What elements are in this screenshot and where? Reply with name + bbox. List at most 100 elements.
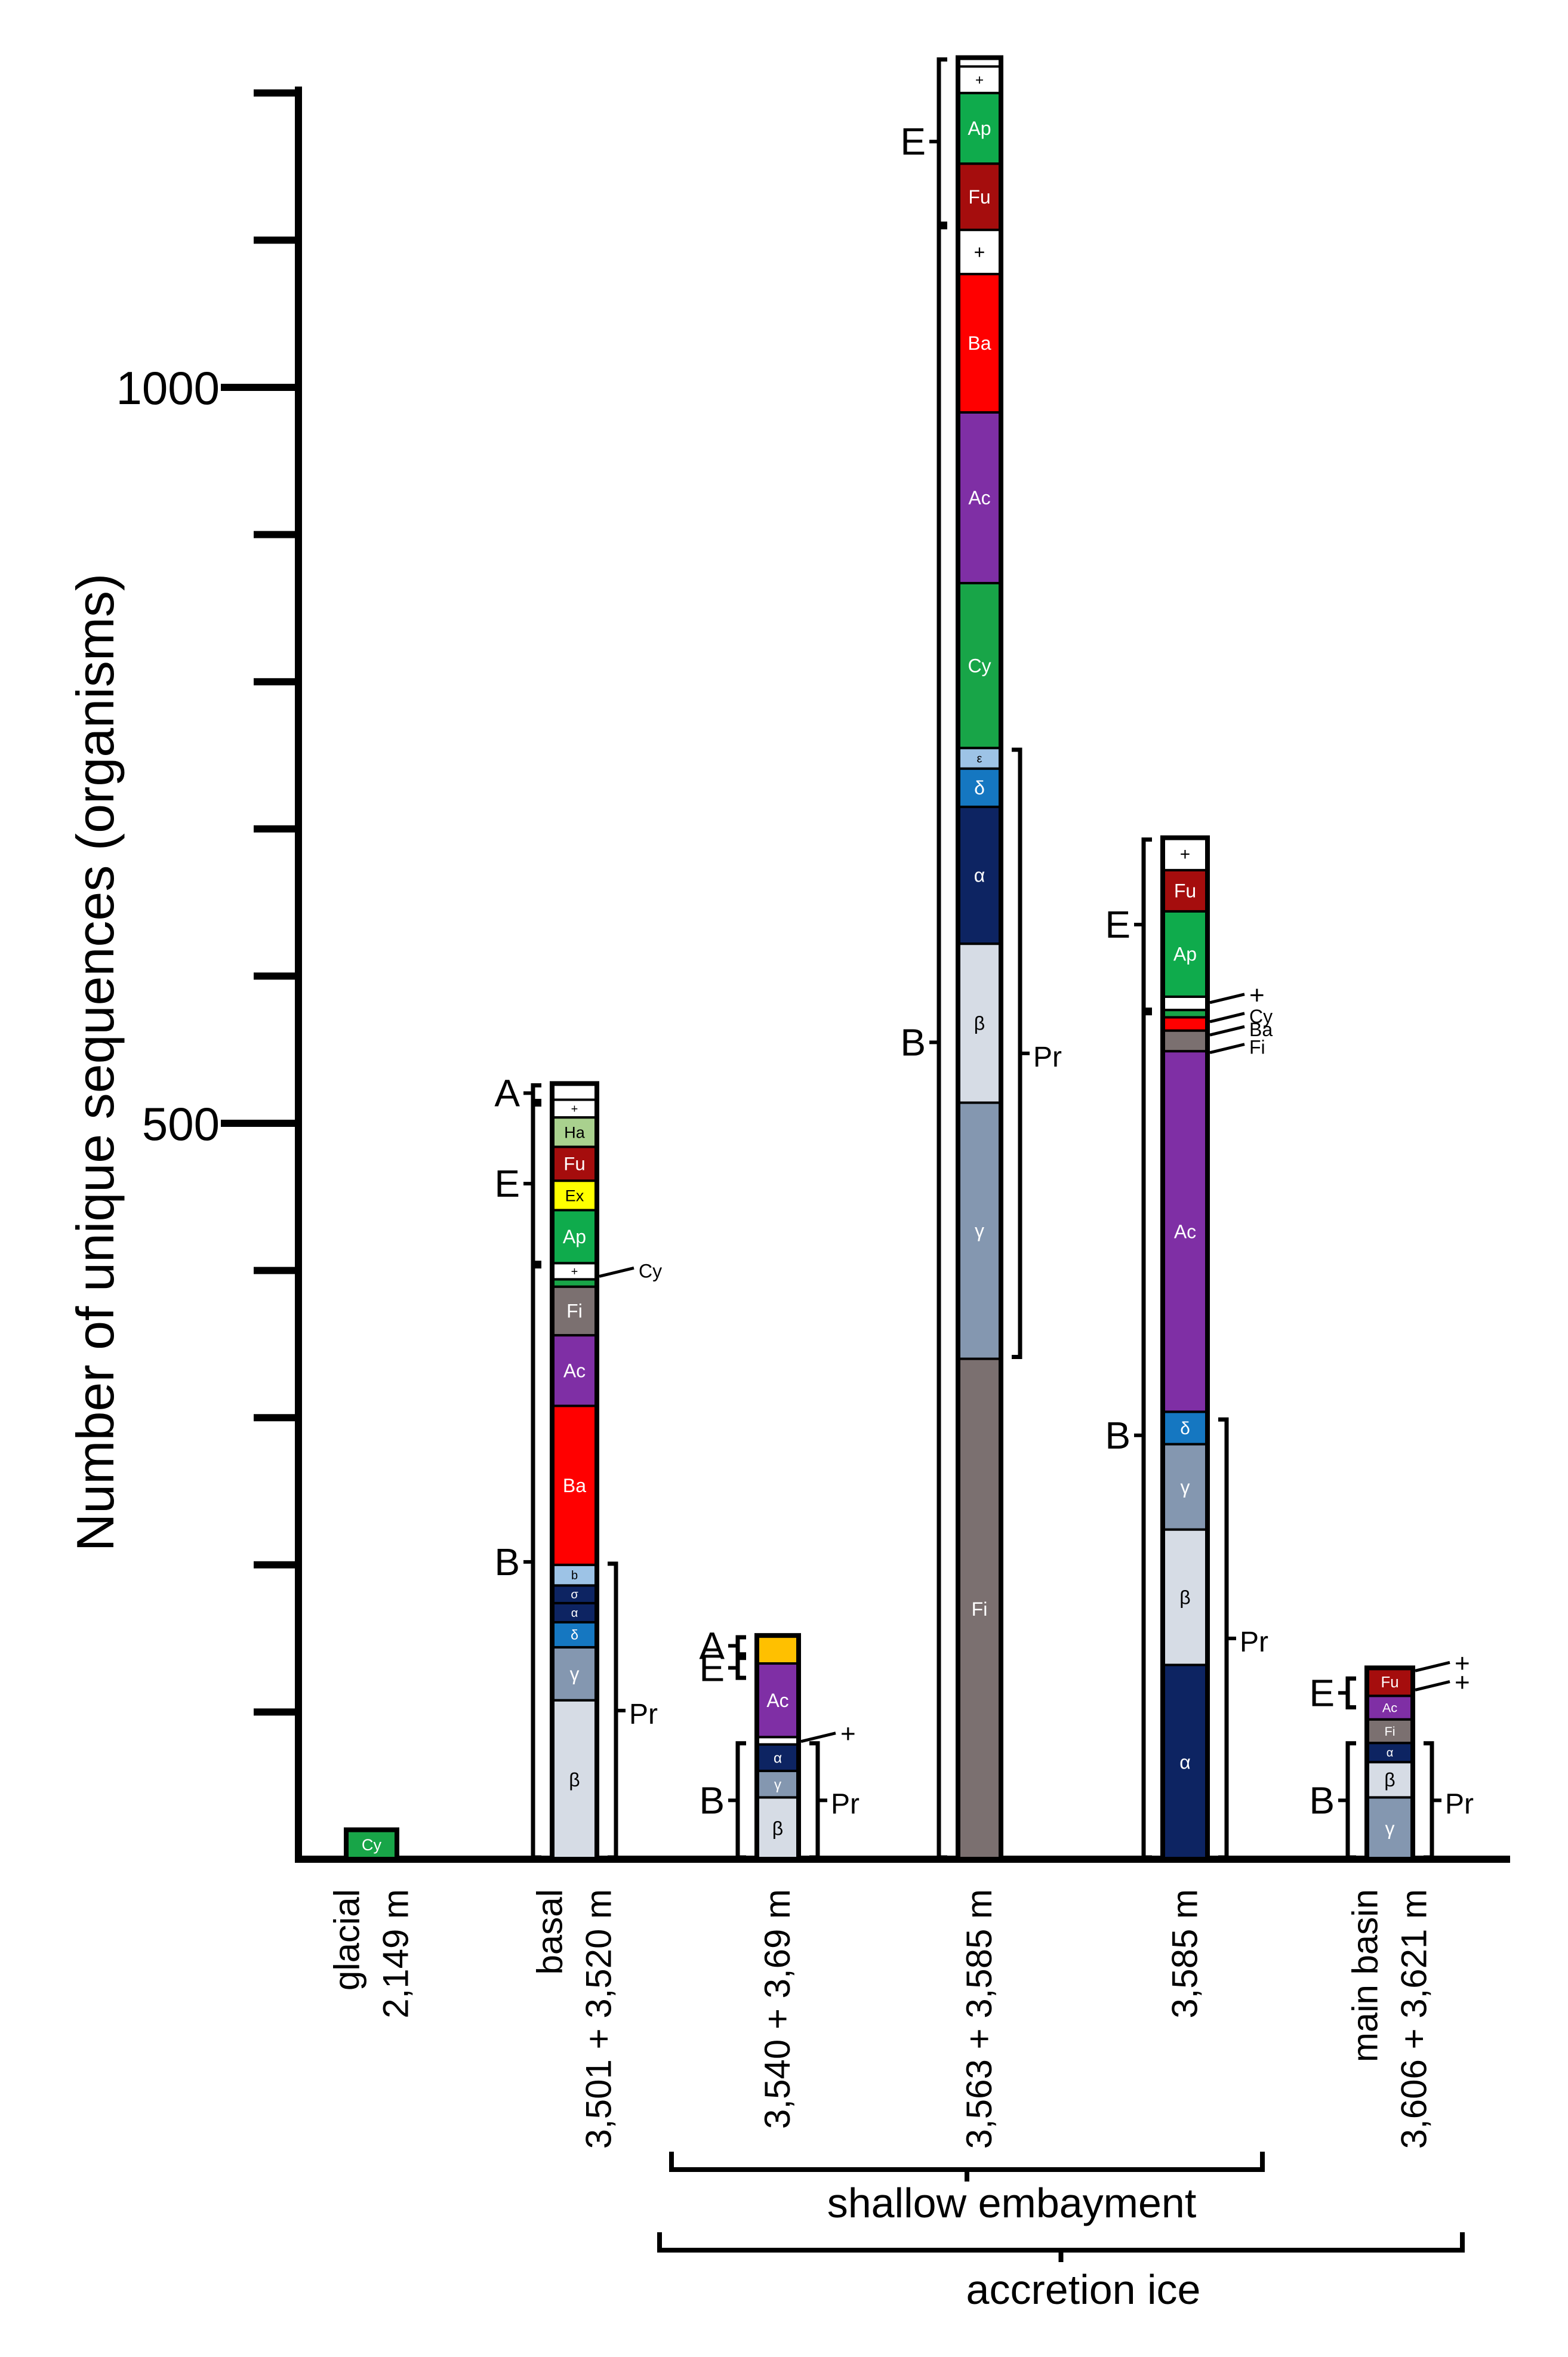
segment-plus	[1162, 995, 1209, 1012]
x-label: 3,606 + 3,621 m	[1394, 1889, 1434, 2149]
bracket-label: B	[1309, 1779, 1335, 1822]
x-label: basal	[530, 1889, 570, 1974]
bracket-label: E	[494, 1162, 520, 1205]
callout-label: +	[1455, 1649, 1470, 1678]
callout-label: +	[1455, 1668, 1470, 1697]
bracket-Pr	[608, 1561, 618, 1860]
column-main_basin: γ βα Fi Ac Fu	[1364, 1665, 1415, 1862]
column-outline	[1160, 835, 1210, 1862]
segment-label: β	[1179, 1586, 1190, 1608]
segment-label: Ac	[766, 1690, 788, 1711]
bracket-label: Pr	[1033, 1042, 1062, 1073]
x-label: 2,149 m	[376, 1889, 416, 2019]
segment-label: +	[571, 1265, 578, 1278]
segment-label: b	[571, 1569, 578, 1582]
x-label: 3,540 + 3,69 m	[757, 1889, 797, 2129]
y-tick-label: 500	[142, 1098, 220, 1150]
segment-label: Ap	[563, 1226, 586, 1247]
segment-label: γ	[570, 1663, 580, 1684]
segment-label: Fu	[563, 1154, 585, 1175]
x-label: 3,501 + 3,520 m	[579, 1889, 619, 2149]
bracket-label: E	[699, 1646, 725, 1689]
bracket-label: Pr	[1445, 1788, 1474, 1820]
segment-label: β	[974, 1013, 985, 1034]
segment-label: α	[1179, 1751, 1191, 1773]
bracket-B	[531, 1264, 541, 1860]
column-glacial: Cy	[344, 1827, 399, 1862]
bracket-A	[531, 1083, 541, 1103]
segment-gamma	[551, 1646, 598, 1702]
segment-alpha	[1162, 1663, 1209, 1861]
bracket-B	[937, 225, 947, 1860]
segment-label: α	[974, 865, 985, 886]
callout-line	[1209, 1012, 1245, 1024]
bracket-E	[735, 1656, 746, 1680]
bracket-E	[531, 1102, 541, 1265]
callout-line	[1415, 1680, 1450, 1692]
bracket-E	[937, 57, 947, 226]
y-axis-title: Number of unique sequences (organisms)	[66, 574, 125, 1552]
segment-label: +	[975, 72, 984, 88]
segment-label: +	[571, 1102, 578, 1116]
callout-label: Cy	[639, 1260, 662, 1281]
x-label: 3,585 m	[1165, 1889, 1205, 2019]
column-c3563: Fi γ β α δε Cy Ac Ba + Fu Ap +	[956, 55, 1003, 1862]
segment-label: δ	[1180, 1419, 1190, 1438]
segment-label: Fi	[1384, 1724, 1395, 1739]
segment-label: Ba	[563, 1475, 586, 1496]
bracket-label: B	[1105, 1414, 1130, 1457]
callout-label: +	[840, 1720, 856, 1749]
segment-label: γ	[1385, 1817, 1395, 1839]
bracket-label: E	[1309, 1671, 1335, 1714]
brace-accretion-ice	[657, 2232, 1465, 2262]
bars: CyβγδασbBaAcFi+ApExFuHa+βγαAcFiγβαδεCyAc…	[344, 55, 1415, 1862]
column-c3585: α β γ δ Ac Ap Fu +	[1160, 835, 1210, 1862]
bracket-label: B	[699, 1779, 725, 1822]
callout-line	[800, 1731, 836, 1743]
segment-label: Ap	[1173, 944, 1197, 965]
segment-label: β	[772, 1817, 783, 1839]
callout-label: Ba	[1249, 1019, 1273, 1040]
segment-Ba	[1162, 1016, 1209, 1032]
segment-delta	[551, 1620, 598, 1649]
bracket-B	[735, 1741, 746, 1860]
bracket-label: E	[900, 120, 926, 163]
segment-label: Ac	[563, 1360, 586, 1381]
column-outline	[754, 1633, 801, 1862]
segment-label: Ac	[968, 487, 990, 509]
bracket-B	[1345, 1741, 1356, 1860]
x-label: glacial	[327, 1889, 367, 1991]
bracket-label: B	[494, 1540, 520, 1583]
segment-label: γ	[1181, 1476, 1190, 1498]
bracket-Pr	[809, 1741, 820, 1860]
segment-label: β	[569, 1769, 580, 1791]
segment-label: Cy	[968, 655, 991, 676]
bracket-label: Pr	[831, 1788, 860, 1820]
bracket-Pr	[1218, 1417, 1229, 1860]
callout-label: +	[1249, 981, 1265, 1010]
bracket-label: E	[1105, 903, 1130, 946]
column-outline	[1364, 1665, 1415, 1862]
segment-label: Ex	[565, 1186, 584, 1204]
segment-label: β	[1384, 1769, 1395, 1791]
callout-label: Fi	[1249, 1037, 1265, 1058]
segment-label: α	[571, 1607, 578, 1620]
segment-label: +	[974, 241, 985, 263]
x-label: 3,563 + 3,585 m	[959, 1889, 999, 2149]
group-label: accretion ice	[966, 2266, 1201, 2313]
segment-label: +	[1180, 845, 1190, 864]
y-tick-label: 1000	[116, 362, 220, 414]
segment-label: Cy	[362, 1835, 382, 1854]
bracket-label: Pr	[629, 1699, 658, 1730]
segment-label: Ba	[968, 332, 991, 354]
brace-shallow-embayment	[669, 2152, 1265, 2182]
bracket-label: A	[699, 1624, 725, 1667]
segment-label: Ac	[1382, 1700, 1397, 1715]
segment-gamma	[1366, 1796, 1414, 1860]
segment-label: Ac	[1174, 1221, 1196, 1242]
segment-gamma	[756, 1770, 800, 1799]
segment-label: γ	[774, 1777, 782, 1793]
segment-label: Ap	[968, 118, 991, 139]
